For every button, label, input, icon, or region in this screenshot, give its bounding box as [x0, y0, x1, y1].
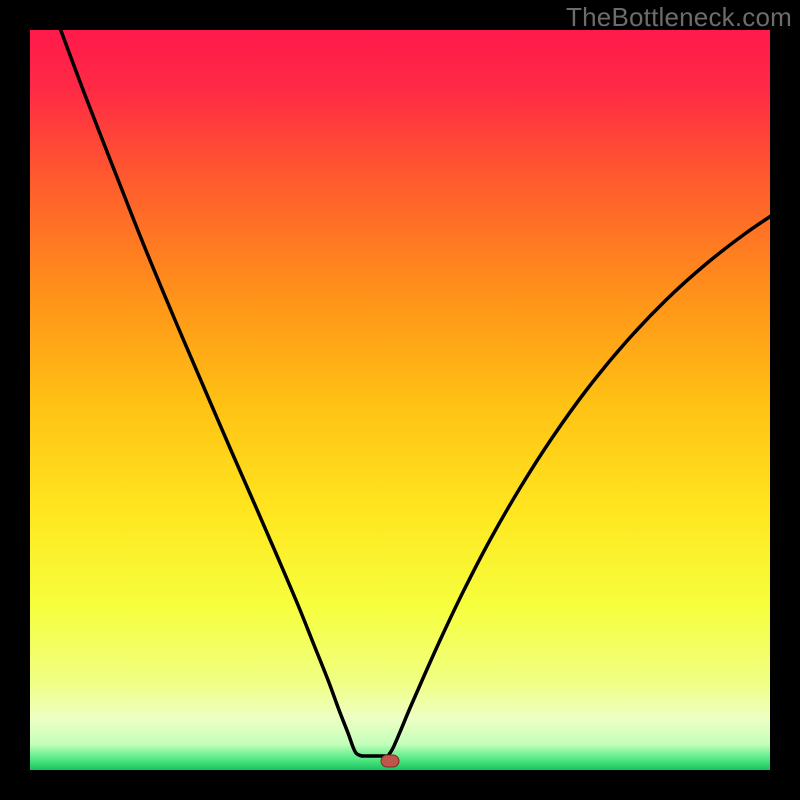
plot-area	[30, 30, 770, 770]
plot-svg	[30, 30, 770, 770]
chart-stage: TheBottleneck.com	[0, 0, 800, 800]
watermark-text: TheBottleneck.com	[566, 2, 792, 33]
plot-background	[30, 30, 770, 770]
bottleneck-marker	[381, 755, 399, 767]
